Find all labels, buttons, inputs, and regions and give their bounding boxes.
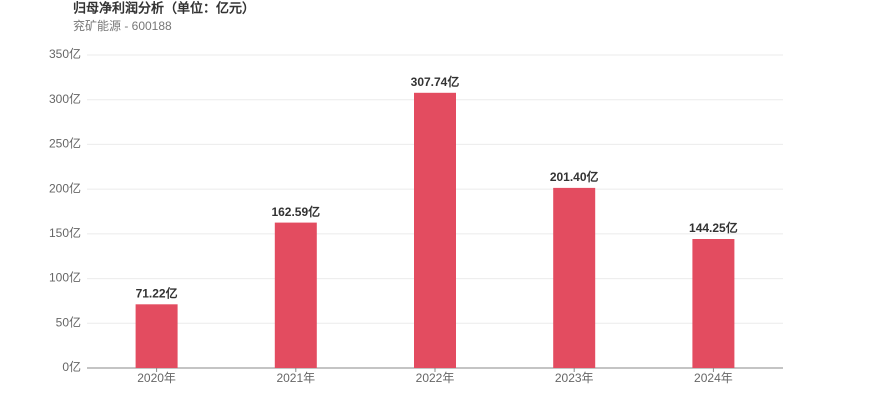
bar: [414, 92, 456, 368]
bar: [135, 304, 178, 368]
x-tick-label: 2020年: [137, 371, 176, 385]
y-tick-label: 250亿: [49, 136, 81, 151]
y-tick-label: 150亿: [49, 225, 81, 240]
x-tick-label: 2022年: [416, 371, 455, 385]
y-tick-label: 50亿: [56, 314, 81, 329]
data-label: 201.40亿: [550, 169, 599, 184]
data-label: 162.59亿: [271, 204, 320, 219]
y-tick-label: 0亿: [62, 359, 81, 374]
bar: [692, 238, 735, 368]
x-tick-label: 2023年: [555, 371, 594, 385]
y-tick-label: 200亿: [49, 180, 81, 195]
chart-title: 归母净利润分析（单位：亿元）: [73, 0, 255, 15]
data-label: 71.22亿: [136, 285, 178, 300]
chart-subtitle: 兖矿能源 - 600188: [73, 18, 172, 33]
bar: [553, 187, 596, 368]
data-label: 307.74亿: [411, 74, 460, 89]
x-tick-label: 2024年: [694, 371, 733, 385]
x-tick-label: 2021年: [276, 371, 315, 385]
bar: [274, 222, 317, 368]
data-label: 144.25亿: [689, 220, 738, 235]
y-tick-label: 350亿: [49, 46, 81, 61]
y-tick-label: 300亿: [49, 91, 81, 106]
y-tick-label: 100亿: [49, 270, 81, 285]
